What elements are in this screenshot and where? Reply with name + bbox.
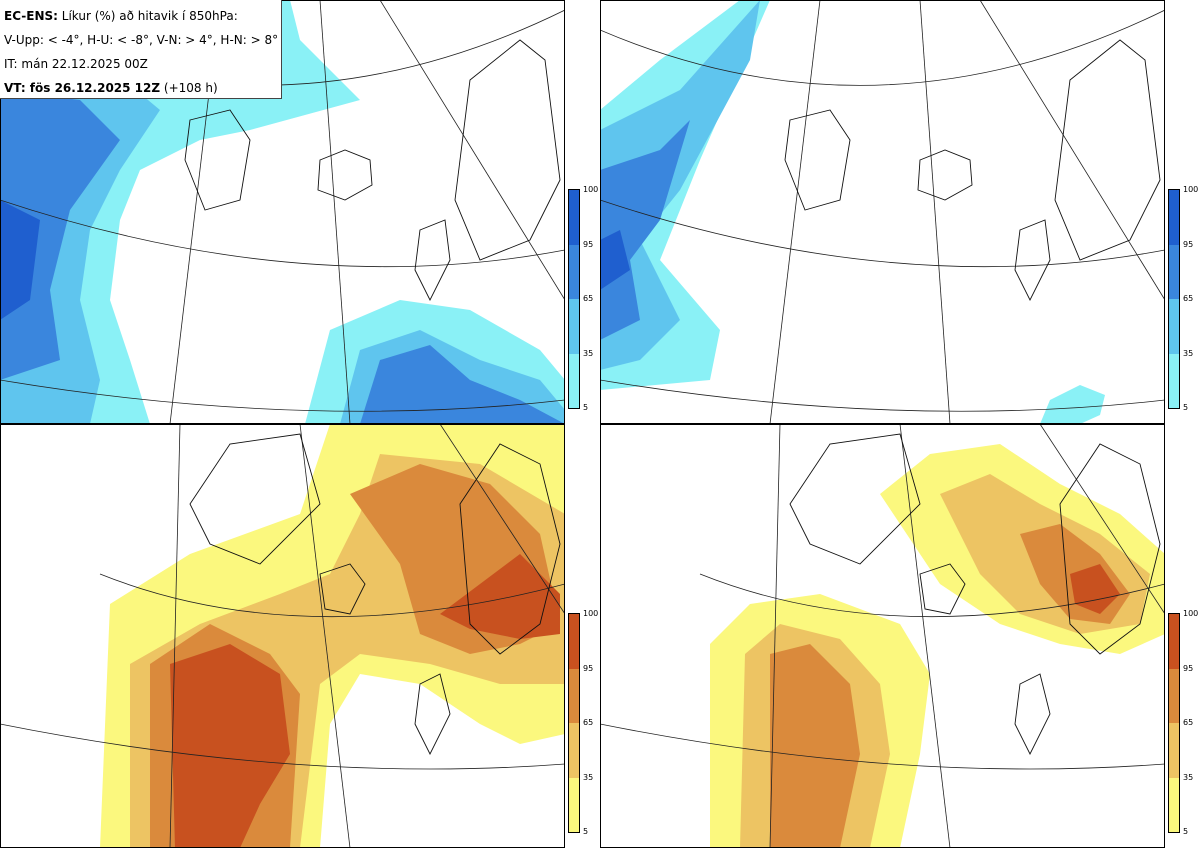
colorbar-tick-label: 95 xyxy=(1183,663,1194,673)
colorbar-segment xyxy=(1169,723,1179,778)
field-dark xyxy=(770,644,860,848)
colorbar-segment xyxy=(1169,244,1179,299)
map-warm-8 xyxy=(600,424,1165,848)
map-cold-8 xyxy=(600,0,1165,424)
colorbar-cold-right: 100 95 65 35 5 xyxy=(1168,185,1200,412)
colorbar-segment xyxy=(569,299,579,354)
colorbar-segment xyxy=(1169,353,1179,408)
coastlines xyxy=(784,39,1161,302)
map-cold-4 xyxy=(0,0,565,424)
map-warm-4 xyxy=(0,424,565,848)
colorbar-segment xyxy=(569,614,579,669)
colorbar-tick-label: 5 xyxy=(583,827,589,836)
map-panel-warm-8 xyxy=(600,424,1165,848)
colorbar-tick-label: 5 xyxy=(1183,403,1189,412)
field-darkest-ne xyxy=(1070,564,1120,614)
colorbar-tick-label: 95 xyxy=(1183,239,1194,249)
graticule xyxy=(600,0,1165,424)
field-se xyxy=(1040,385,1105,424)
field-se-dark xyxy=(360,345,565,424)
legend-initial-time: IT: mán 22.12.2025 00Z xyxy=(4,57,148,71)
colorbar-cold-left: 100 95 65 35 5 xyxy=(568,185,608,412)
colorbar-tick-label: 100 xyxy=(1183,609,1199,618)
field-darkest xyxy=(600,230,630,290)
colorbar-warm-left: 100 95 65 35 5 xyxy=(568,609,608,836)
field-darkest xyxy=(170,644,290,848)
field-darkest-ne xyxy=(440,554,560,639)
coastlines xyxy=(789,433,1161,756)
colorbar-tick-label: 65 xyxy=(583,718,594,727)
colorbar-tick-label: 35 xyxy=(583,772,594,782)
legend-valid-time: VT: fös 26.12.2025 12Z (+108 h) xyxy=(4,81,218,95)
colorbar-gradient xyxy=(568,613,580,833)
colorbar-tick-label: 5 xyxy=(1183,827,1189,836)
field-mid xyxy=(600,0,760,370)
colorbar-tick-label: 95 xyxy=(583,663,594,673)
legend-title: EC-ENS: Líkur (%) að hitavik í 850hPa: xyxy=(4,9,238,23)
graticule xyxy=(600,424,1165,848)
colorbar-tick-label: 100 xyxy=(583,185,599,194)
colorbar-tick-label: 35 xyxy=(1183,348,1194,358)
coastlines xyxy=(184,39,561,302)
map-panel-cold-4: EC-ENS: Líkur (%) að hitavik í 850hPa: V… xyxy=(0,0,565,424)
colorbar-segment xyxy=(1169,777,1179,832)
colorbar-gradient xyxy=(1168,613,1180,833)
field-dark xyxy=(0,90,120,380)
colorbar-segment xyxy=(569,244,579,299)
colorbar-tick-label: 95 xyxy=(583,239,594,249)
colorbar-segment xyxy=(569,777,579,832)
field-darkest xyxy=(0,200,40,320)
colorbar-tick-label: 65 xyxy=(583,294,594,303)
colorbar-gradient xyxy=(1168,189,1180,409)
colorbar-segment xyxy=(569,190,579,245)
colorbar-tick-label: 65 xyxy=(1183,718,1194,727)
colorbar-tick-label: 5 xyxy=(583,403,589,412)
colorbar-segment xyxy=(569,668,579,723)
map-panel-cold-8 xyxy=(600,0,1165,424)
coastlines xyxy=(189,433,561,756)
legend-box: EC-ENS: Líkur (%) að hitavik í 850hPa: V… xyxy=(0,0,282,99)
colorbar-segment xyxy=(569,353,579,408)
map-panel-warm-4 xyxy=(0,424,565,848)
colorbar-segment xyxy=(1169,614,1179,669)
graticule xyxy=(0,424,565,848)
colorbar-tick-label: 100 xyxy=(1183,185,1199,194)
colorbar-warm-right: 100 95 65 35 5 xyxy=(1168,609,1200,836)
colorbar-tick-label: 35 xyxy=(1183,772,1194,782)
colorbar-segment xyxy=(1169,190,1179,245)
colorbar-tick-label: 35 xyxy=(583,348,594,358)
field-dark xyxy=(600,120,690,340)
colorbar-segment xyxy=(1169,668,1179,723)
colorbar-gradient xyxy=(568,189,580,409)
colorbar-tick-label: 100 xyxy=(583,609,599,618)
legend-thresholds: V-Upp: < -4°, H-U: < -8°, V-N: > 4°, H-N… xyxy=(4,33,279,47)
colorbar-tick-label: 65 xyxy=(1183,294,1194,303)
colorbar-segment xyxy=(569,723,579,778)
colorbar-segment xyxy=(1169,299,1179,354)
